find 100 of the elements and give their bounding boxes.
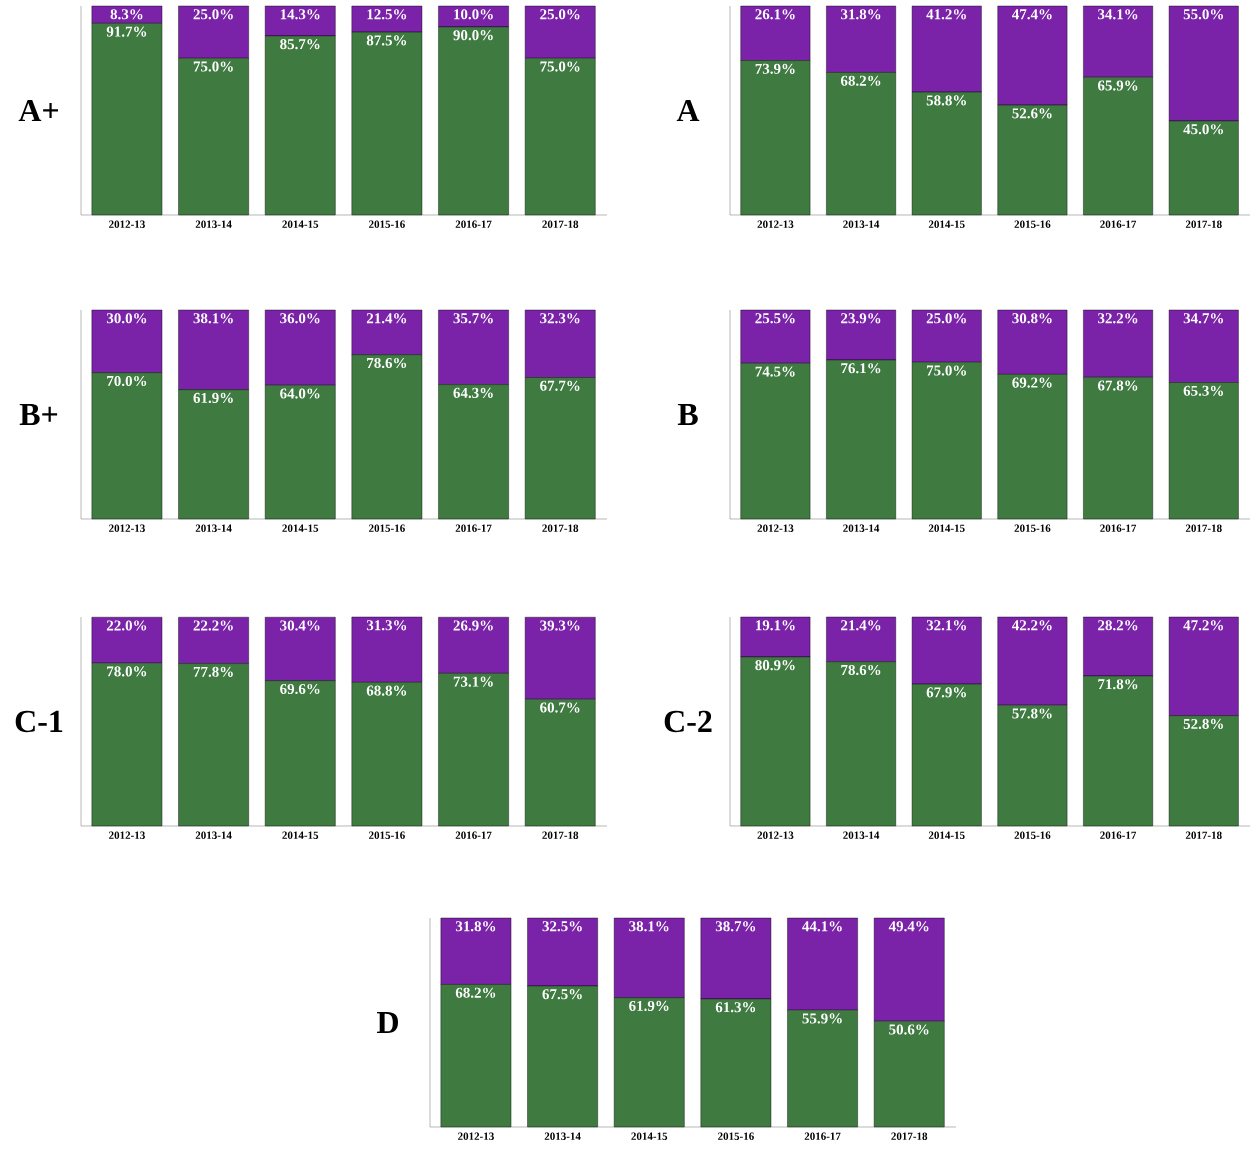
data-label: 78.0% <box>107 666 147 677</box>
data-label: 38.1% <box>193 313 233 324</box>
x-tick-label: 2016-17 <box>1100 831 1137 839</box>
x-tick-label: 2017-18 <box>542 220 579 228</box>
x-tick-label: 2013-14 <box>843 831 880 839</box>
x-tick-label: 2016-17 <box>1100 220 1137 228</box>
data-label: 71.8% <box>1098 679 1138 690</box>
data-label: 49.4% <box>888 921 929 932</box>
data-label: 22.0% <box>106 620 147 631</box>
data-label: 8.3% <box>110 9 143 20</box>
data-label: 67.8% <box>1097 380 1138 391</box>
data-label: 77.8% <box>193 666 233 677</box>
x-tick-label: 2014-15 <box>631 1132 668 1140</box>
data-label: 22.2% <box>193 620 233 631</box>
x-tick-label: 2016-17 <box>804 1132 841 1140</box>
data-label: 34.7% <box>1183 313 1223 324</box>
x-tick-label: 2016-17 <box>1100 524 1137 532</box>
x-tick-label: 2012-13 <box>757 220 794 228</box>
data-label: 55.0% <box>1183 9 1223 20</box>
data-label: 58.8% <box>926 95 966 106</box>
data-label: 52.8% <box>1183 718 1223 730</box>
data-label: 23.9% <box>841 313 881 324</box>
data-label: 73.1% <box>453 676 493 687</box>
data-label: 25.0% <box>193 9 233 20</box>
data-label: 68.2% <box>840 75 881 86</box>
data-label: 38.1% <box>629 921 669 932</box>
x-tick-label: 2015-16 <box>369 831 405 839</box>
data-label: 21.4% <box>366 313 407 324</box>
y-axis-title: C-1 <box>15 710 63 733</box>
x-tick-label: 2012-13 <box>109 831 145 839</box>
data-label: 87.5% <box>366 35 407 46</box>
x-tick-label: 2013-14 <box>195 831 232 839</box>
data-label: 36.0% <box>280 313 320 324</box>
data-label: 91.7% <box>106 26 147 37</box>
data-label: 85.7% <box>280 39 320 50</box>
data-label: 68.8% <box>366 685 407 696</box>
data-label: 50.6% <box>889 1024 929 1035</box>
x-tick-label: 2016-17 <box>455 831 492 839</box>
data-label: 61.9% <box>629 1000 669 1012</box>
x-tick-label: 2014-15 <box>928 524 965 532</box>
data-label: 47.2% <box>1183 620 1223 631</box>
data-label: 78.6% <box>367 357 407 369</box>
data-label: 45.0% <box>1183 124 1223 135</box>
data-label: 21.4% <box>841 620 881 631</box>
x-tick-label: 2016-17 <box>455 524 492 532</box>
y-axis-title: C-2 <box>664 710 712 733</box>
data-label: 75.0% <box>540 61 580 72</box>
data-label: 78.6% <box>841 664 881 676</box>
data-label: 61.3% <box>715 1002 756 1013</box>
data-label: 64.0% <box>280 388 320 399</box>
data-label: 65.3% <box>1183 385 1223 396</box>
data-label: 31.8% <box>841 9 881 20</box>
data-label: 44.1% <box>802 921 842 932</box>
data-label: 42.2% <box>1012 620 1052 631</box>
x-tick-label: 2017-18 <box>1185 524 1222 532</box>
data-label: 67.7% <box>540 380 580 391</box>
x-tick-label: 2017-18 <box>1185 831 1222 839</box>
x-tick-label: 2017-18 <box>542 524 579 532</box>
x-tick-label: 2015-16 <box>1014 220 1051 228</box>
data-label: 69.2% <box>1012 377 1052 388</box>
data-label: 25.0% <box>540 9 580 20</box>
x-tick-label: 2015-16 <box>369 220 405 228</box>
data-label: 32.5% <box>542 921 582 932</box>
data-label: 80.9% <box>755 660 795 671</box>
x-tick-label: 2013-14 <box>544 1132 581 1140</box>
x-tick-label: 2014-15 <box>282 524 319 532</box>
x-tick-label: 2014-15 <box>282 831 319 839</box>
x-tick-label: 2015-16 <box>1014 524 1051 532</box>
data-label: 73.9% <box>755 63 795 74</box>
data-label: 32.1% <box>926 620 966 631</box>
data-label: 69.6% <box>280 683 320 695</box>
data-label: 14.3% <box>280 9 320 20</box>
data-label: 74.5% <box>755 366 795 377</box>
x-tick-label: 2013-14 <box>843 220 880 228</box>
x-tick-label: 2014-15 <box>928 220 965 228</box>
x-tick-label: 2013-14 <box>843 524 880 532</box>
x-tick-label: 2015-16 <box>718 1132 754 1140</box>
data-label: 90.0% <box>453 30 493 41</box>
x-tick-label: 2017-18 <box>1185 220 1222 228</box>
data-label: 30.0% <box>106 313 147 324</box>
data-label: 34.1% <box>1098 9 1138 20</box>
x-tick-label: 2015-16 <box>369 524 405 532</box>
data-label: 31.3% <box>366 620 407 631</box>
x-tick-label: 2014-15 <box>928 831 965 839</box>
data-label: 32.2% <box>1098 313 1138 324</box>
data-label: 26.1% <box>755 9 795 20</box>
y-axis-title: A+ <box>18 99 58 122</box>
data-label: 60.7% <box>540 702 580 713</box>
x-tick-label: 2012-13 <box>757 524 794 532</box>
data-label: 64.3% <box>453 387 493 398</box>
y-axis-title: B+ <box>19 403 58 426</box>
data-label: 30.4% <box>280 620 320 631</box>
x-tick-label: 2012-13 <box>109 524 145 532</box>
data-label: 68.2% <box>455 987 496 998</box>
data-label: 31.8% <box>455 921 496 932</box>
data-label: 38.7% <box>715 921 756 932</box>
data-label: 26.9% <box>453 620 493 631</box>
data-label: 57.8% <box>1012 708 1052 719</box>
data-label: 25.0% <box>926 313 966 324</box>
data-label: 28.2% <box>1098 620 1138 631</box>
